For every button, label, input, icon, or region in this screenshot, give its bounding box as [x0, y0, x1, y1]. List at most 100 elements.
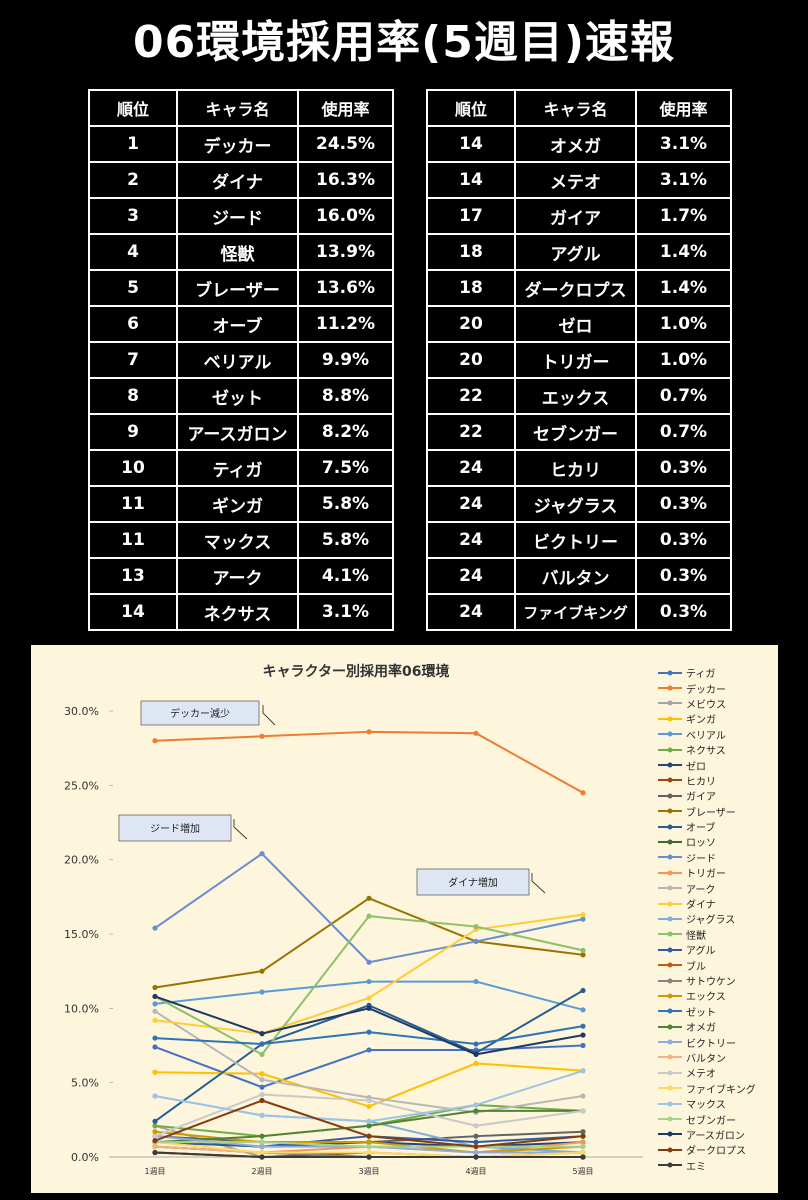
y-tick-label: 20.0%: [64, 854, 99, 867]
table-row: 5 ブレーザー 13.6%: [88, 269, 394, 307]
header-usage-rate: 使用率: [635, 89, 732, 127]
character-cell: エックス: [514, 377, 637, 415]
annotation-box: [118, 814, 232, 842]
y-tick-label: 5.0%: [71, 1077, 99, 1090]
rank-cell: 5: [88, 269, 178, 307]
annotation-pointer: [262, 705, 276, 726]
character-cell: アースガロン: [176, 413, 299, 451]
rank-cell: 24: [426, 557, 516, 595]
rank-cell: 14: [426, 125, 516, 163]
legend-item: アーク: [658, 880, 756, 896]
rank-cell: 24: [426, 593, 516, 631]
legend-label: オメガ: [686, 1023, 716, 1035]
data-point: [259, 1097, 265, 1104]
data-point: [259, 1091, 265, 1098]
rank-cell: 9: [88, 413, 178, 451]
legend-swatch-icon: [658, 1054, 682, 1060]
data-point: [580, 1149, 586, 1156]
legend-swatch-icon: [658, 1131, 682, 1137]
legend-item: エックス: [658, 988, 756, 1003]
table-row: 6 オーブ 11.2%: [88, 305, 394, 343]
rank-cell: 22: [426, 413, 516, 451]
data-point: [473, 1102, 479, 1108]
rank-cell: 18: [426, 233, 516, 271]
table-row: 24 ファイブキング 0.3%: [426, 593, 732, 631]
data-point: [259, 989, 265, 995]
data-point: [259, 1154, 265, 1160]
usage-rate-cell: 1.4%: [635, 233, 732, 271]
legend-swatch-icon: [658, 670, 682, 676]
usage-rate-cell: 13.9%: [297, 233, 394, 271]
data-point: [152, 1143, 158, 1150]
table-row: 24 ヒカリ 0.3%: [426, 449, 732, 487]
character-cell: トリガー: [514, 341, 637, 379]
y-tick-label: 25.0%: [64, 779, 99, 792]
legend-item: ダイナ: [658, 896, 756, 911]
rank-cell: 7: [88, 341, 178, 379]
table-row: 11 マックス 5.8%: [88, 521, 394, 559]
legend-label: トリガー: [686, 869, 726, 881]
data-point: [259, 1041, 265, 1047]
header-character: キャラ名: [514, 89, 637, 127]
annotation-label: ジード増加: [150, 822, 200, 835]
data-point: [580, 916, 586, 922]
legend-label: ギンガ: [686, 715, 716, 727]
header-character: キャラ名: [176, 89, 299, 127]
data-point: [152, 1093, 158, 1099]
data-point: [473, 730, 479, 736]
legend-item: バルタン: [658, 1050, 756, 1065]
data-point: [366, 913, 372, 919]
data-point: [366, 1149, 372, 1156]
header-rank: 順位: [88, 89, 178, 127]
data-point: [473, 978, 479, 985]
legend-label: オーブ: [686, 823, 716, 835]
data-point: [580, 947, 586, 953]
rank-cell: 11: [88, 521, 178, 559]
character-cell: セブンガー: [514, 413, 637, 451]
table-row: 24 ビクトリー 0.3%: [426, 521, 732, 559]
legend-item: マックス: [658, 1096, 756, 1111]
legend-item: ジード: [658, 850, 756, 865]
character-cell: アグル: [514, 233, 637, 271]
legend-label: ダークロプス: [686, 1146, 746, 1158]
legend-swatch-icon: [658, 962, 682, 968]
rank-cell: 22: [426, 377, 516, 415]
legend-swatch-icon: [658, 1101, 682, 1107]
data-point: [473, 1149, 479, 1156]
rank-cell: 6: [88, 305, 178, 343]
legend-item: ギンガ: [658, 711, 756, 726]
character-cell: ビクトリー: [514, 521, 637, 559]
legend-label: サトウケン: [686, 977, 736, 988]
legend-item: ファイブキング: [658, 1081, 756, 1096]
legend-swatch-icon: [658, 1070, 682, 1076]
table-row: 20 ゼロ 1.0%: [426, 305, 732, 343]
data-point: [259, 1133, 265, 1139]
legend-swatch-icon: [658, 901, 682, 907]
data-point: [580, 987, 586, 994]
legend-label: アースガロン: [686, 1130, 745, 1142]
legend-item: ブレーザー: [658, 804, 756, 819]
annotation-box: [140, 700, 260, 726]
data-point: [152, 1035, 158, 1041]
usage-rate-cell: 0.3%: [635, 521, 732, 559]
data-point: [580, 1068, 586, 1074]
legend-swatch-icon: [658, 870, 682, 876]
data-point: [259, 1139, 265, 1145]
legend-item: ガイア: [658, 788, 756, 803]
legend-swatch-icon: [658, 824, 682, 830]
legend-item: ネクサス: [658, 742, 756, 757]
data-point: [473, 938, 479, 945]
legend-item: アースガロン: [658, 1127, 756, 1142]
data-point: [580, 1042, 586, 1049]
data-point: [366, 995, 372, 1001]
legend-label: ダイナ: [686, 900, 716, 912]
usage-rate-cell: 1.7%: [635, 197, 732, 235]
data-point: [152, 738, 158, 744]
header-usage-rate: 使用率: [297, 89, 394, 127]
legend-label: 怪獣: [686, 930, 706, 942]
character-cell: ジャグラス: [514, 485, 637, 523]
character-cell: マックス: [176, 521, 299, 559]
usage-rate-cell: 0.3%: [635, 557, 732, 595]
usage-rate-cell: 0.7%: [635, 413, 732, 451]
table-row: 9 アースガロン 8.2%: [88, 413, 394, 451]
